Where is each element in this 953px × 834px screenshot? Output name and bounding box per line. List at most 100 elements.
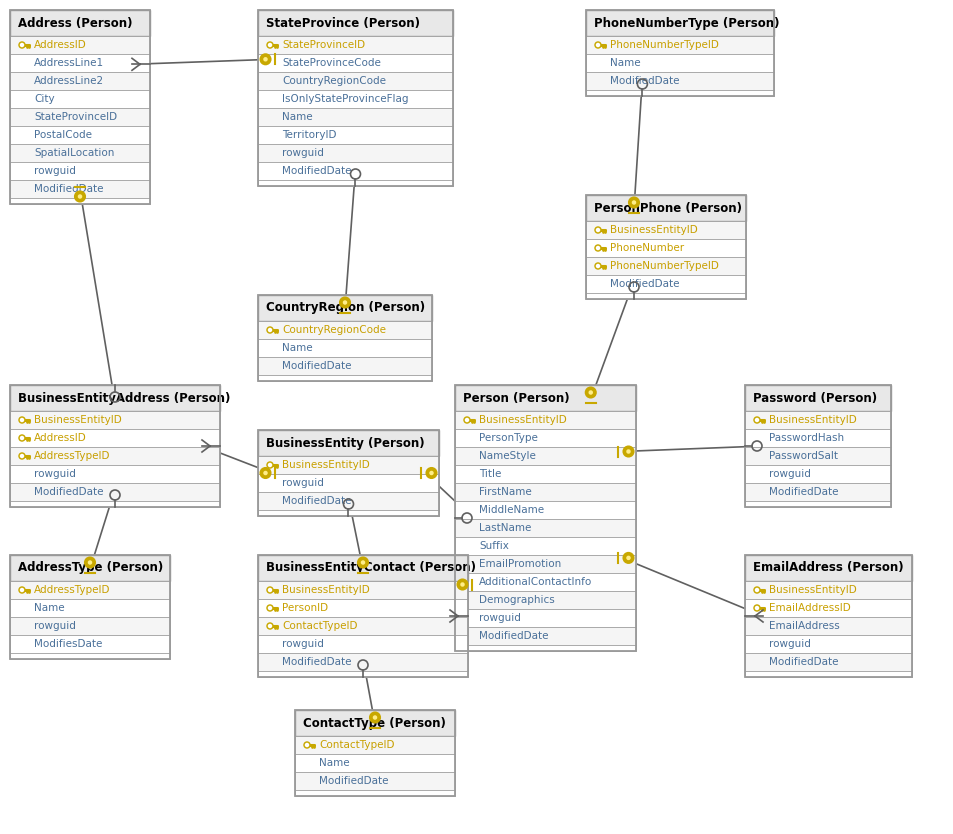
Bar (585, 221, 745, 239)
Text: ModifiedDate: ModifiedDate (282, 496, 351, 506)
Bar (257, 492, 438, 510)
Bar (257, 653, 468, 671)
Circle shape (596, 43, 598, 47)
Circle shape (459, 582, 464, 587)
Circle shape (465, 419, 468, 421)
Text: ModifiedDate: ModifiedDate (768, 657, 838, 667)
Circle shape (267, 462, 273, 468)
Bar (257, 54, 453, 72)
Circle shape (596, 229, 598, 232)
Circle shape (260, 468, 271, 478)
Bar (455, 573, 636, 591)
Text: ModifiedDate: ModifiedDate (609, 279, 679, 289)
Circle shape (585, 388, 595, 398)
Text: EmailAddress: EmailAddress (768, 621, 839, 631)
Text: TerritoryID: TerritoryID (282, 130, 336, 140)
Bar (585, 72, 773, 90)
Text: SpatialLocation: SpatialLocation (34, 148, 114, 158)
Text: StateProvinceID: StateProvinceID (34, 112, 117, 122)
Bar (257, 126, 453, 144)
Bar (10, 581, 170, 599)
Text: BusinessEntityID: BusinessEntityID (768, 585, 856, 595)
Text: rowguid: rowguid (478, 613, 520, 623)
Text: PersonID: PersonID (282, 603, 328, 613)
Bar (455, 483, 636, 501)
Circle shape (370, 712, 379, 722)
Circle shape (457, 580, 467, 590)
Text: CountryRegion (Person): CountryRegion (Person) (266, 302, 425, 314)
Bar (744, 635, 911, 653)
Text: PersonPhone (Person): PersonPhone (Person) (594, 202, 741, 214)
Text: rowguid: rowguid (34, 621, 76, 631)
Bar (294, 710, 455, 796)
Bar (10, 385, 220, 411)
Bar (455, 609, 636, 627)
Bar (257, 36, 453, 54)
Circle shape (753, 605, 760, 611)
Text: Name: Name (609, 58, 640, 68)
Circle shape (20, 589, 24, 591)
Text: PasswordHash: PasswordHash (768, 433, 843, 443)
Bar (744, 581, 911, 599)
Circle shape (595, 245, 600, 251)
Bar (10, 385, 220, 507)
Circle shape (755, 606, 758, 610)
Circle shape (88, 560, 92, 565)
Circle shape (623, 446, 633, 456)
Circle shape (755, 589, 758, 591)
Circle shape (267, 42, 273, 48)
Bar (744, 385, 890, 507)
Bar (257, 617, 468, 635)
Bar (585, 275, 745, 293)
Bar (455, 627, 636, 645)
Text: ModifiedDate: ModifiedDate (34, 487, 103, 497)
Bar (585, 10, 773, 96)
Text: Address (Person): Address (Person) (18, 17, 132, 29)
Circle shape (426, 468, 436, 478)
Bar (10, 10, 150, 36)
Bar (257, 430, 438, 456)
Bar (10, 465, 220, 483)
Bar (294, 772, 455, 790)
Circle shape (305, 743, 308, 746)
Text: Title: Title (478, 469, 501, 479)
Bar (10, 483, 220, 501)
Circle shape (595, 42, 600, 48)
Bar (257, 180, 453, 186)
Text: ModifiedDate: ModifiedDate (282, 657, 351, 667)
Circle shape (595, 227, 600, 233)
Circle shape (77, 194, 82, 198)
Bar (257, 430, 438, 516)
Text: MiddleName: MiddleName (478, 505, 543, 515)
Text: ModifiedDate: ModifiedDate (34, 184, 103, 194)
Bar (10, 635, 170, 653)
Text: Name: Name (282, 112, 313, 122)
Circle shape (755, 419, 758, 421)
Circle shape (357, 557, 368, 567)
Bar (744, 599, 911, 617)
Circle shape (596, 264, 598, 268)
Circle shape (267, 327, 273, 333)
Bar (744, 465, 890, 483)
Bar (10, 72, 150, 90)
Circle shape (20, 419, 24, 421)
Circle shape (753, 417, 760, 423)
Text: ModifiesDate: ModifiesDate (34, 639, 102, 649)
Circle shape (339, 298, 350, 308)
Circle shape (267, 605, 273, 611)
Bar (10, 653, 170, 659)
Bar (455, 385, 636, 411)
Circle shape (588, 390, 593, 394)
Text: BusinessEntity (Person): BusinessEntity (Person) (266, 436, 424, 450)
Circle shape (20, 455, 24, 458)
Bar (585, 257, 745, 275)
Bar (257, 635, 468, 653)
Text: AddressTypeID: AddressTypeID (34, 451, 111, 461)
Circle shape (304, 742, 310, 748)
Circle shape (631, 200, 636, 205)
Text: PhoneNumberTypeID: PhoneNumberTypeID (609, 261, 719, 271)
Circle shape (19, 587, 25, 593)
Bar (257, 474, 438, 492)
Circle shape (268, 329, 272, 332)
Text: Demographics: Demographics (478, 595, 554, 605)
